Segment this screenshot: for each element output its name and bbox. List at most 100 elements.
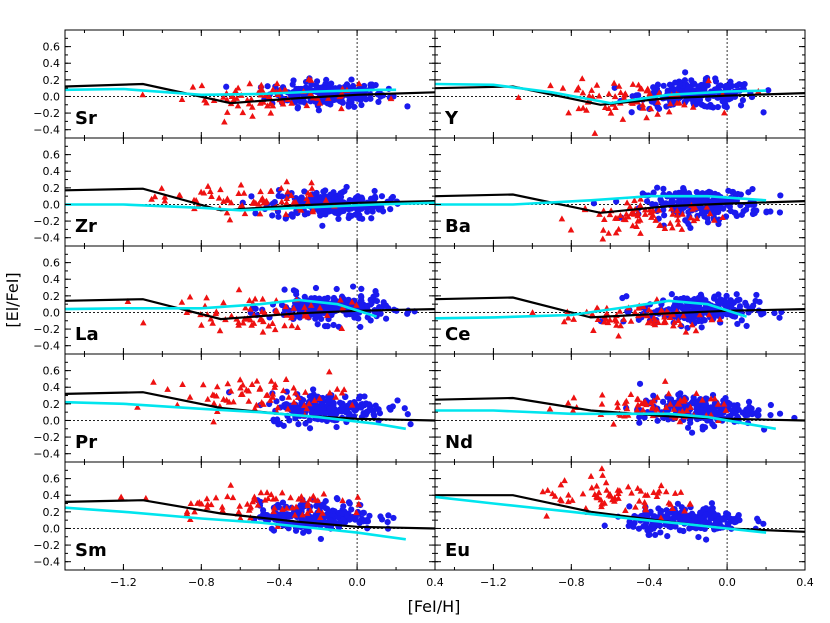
circle-point bbox=[730, 516, 738, 523]
y-tick-label: 0.0 bbox=[43, 306, 61, 319]
y-tick-label: −0.4 bbox=[33, 556, 60, 569]
circle-point bbox=[322, 505, 329, 512]
circle-point bbox=[298, 98, 305, 105]
triangle-point bbox=[176, 191, 184, 198]
triangle-point bbox=[600, 226, 607, 233]
triangle-point bbox=[693, 215, 701, 222]
triangle-point bbox=[262, 198, 270, 205]
triangle-point bbox=[666, 100, 674, 107]
circle-point bbox=[625, 522, 632, 530]
panel-ba: Ba bbox=[434, 137, 806, 247]
triangle-point bbox=[303, 102, 311, 109]
triangle-point bbox=[632, 503, 639, 510]
circle-point bbox=[363, 409, 371, 416]
circle-point bbox=[361, 393, 368, 400]
panel-plot-area bbox=[65, 138, 435, 246]
circle-point bbox=[376, 303, 383, 311]
triangle-point bbox=[546, 405, 554, 412]
triangle-point bbox=[301, 303, 308, 310]
circle-point bbox=[343, 298, 350, 305]
triangle-point bbox=[711, 216, 718, 223]
triangle-point bbox=[643, 114, 650, 121]
triangle-point bbox=[689, 103, 697, 110]
triangle-point bbox=[669, 505, 676, 511]
triangle-point bbox=[707, 411, 715, 418]
circle-point bbox=[699, 423, 706, 430]
circle-point bbox=[650, 525, 657, 532]
circle-point bbox=[347, 95, 355, 103]
triangle-point bbox=[597, 496, 605, 503]
circle-point bbox=[709, 197, 716, 204]
triangle-point bbox=[210, 391, 218, 398]
y-tick-label: 0.4 bbox=[43, 489, 61, 502]
triangle-point bbox=[676, 418, 684, 425]
triangle-point bbox=[639, 104, 647, 111]
triangle-point bbox=[278, 489, 286, 496]
triangle-point bbox=[254, 501, 262, 508]
triangle-point bbox=[653, 405, 661, 412]
triangle-point bbox=[616, 487, 624, 494]
triangle-point bbox=[687, 214, 695, 221]
triangle-point bbox=[257, 188, 264, 195]
triangle-point bbox=[557, 481, 565, 488]
circle-point bbox=[317, 535, 324, 543]
triangle-point bbox=[224, 108, 231, 115]
triangle-point bbox=[271, 381, 279, 388]
circle-point bbox=[738, 211, 745, 218]
triangle-point bbox=[602, 479, 610, 486]
y-tick-label: 0.6 bbox=[43, 149, 61, 162]
circle-point bbox=[698, 324, 705, 331]
circle-point bbox=[252, 210, 259, 217]
triangle-point bbox=[610, 420, 617, 427]
circle-point bbox=[394, 397, 401, 404]
triangle-point bbox=[207, 188, 214, 194]
y-tick-label: 0.4 bbox=[43, 165, 61, 178]
triangle-point bbox=[319, 509, 326, 516]
circle-point bbox=[223, 83, 230, 90]
triangle-point bbox=[280, 387, 287, 394]
triangle-point bbox=[615, 82, 623, 89]
circle-point bbox=[767, 401, 774, 409]
circle-point bbox=[329, 406, 336, 413]
circle-point bbox=[346, 212, 353, 219]
triangle-point bbox=[564, 399, 572, 406]
triangle-point bbox=[627, 317, 635, 324]
triangle-point bbox=[148, 195, 155, 202]
triangle-point bbox=[283, 504, 290, 511]
panel-eu: −1.2 −0.8 −0.4 0.0 0.4 Eu bbox=[434, 461, 814, 589]
triangle-point bbox=[251, 405, 259, 412]
triangle-point bbox=[230, 96, 238, 103]
triangle-point bbox=[269, 102, 277, 109]
circle-point bbox=[370, 293, 377, 300]
circle-point bbox=[690, 100, 697, 107]
triangle-point bbox=[269, 320, 276, 327]
circle-point bbox=[289, 212, 296, 219]
circle-point bbox=[315, 404, 322, 411]
triangle-point bbox=[284, 188, 292, 195]
circle-point bbox=[742, 299, 749, 306]
y-tick-label: 0.0 bbox=[43, 90, 61, 103]
y-tick-label: 0.2 bbox=[43, 182, 61, 195]
circle-point bbox=[650, 84, 657, 91]
triangle-point bbox=[677, 321, 684, 328]
triangle-point bbox=[612, 229, 620, 236]
circle-point bbox=[367, 301, 374, 308]
circle-point bbox=[724, 311, 731, 318]
circle-point bbox=[629, 93, 636, 100]
triangle-point bbox=[661, 377, 669, 384]
circle-point bbox=[283, 511, 290, 518]
triangle-point bbox=[301, 312, 308, 319]
triangle-point bbox=[669, 311, 677, 318]
x-tick-label: −1.2 bbox=[110, 576, 137, 589]
circle-point bbox=[666, 81, 674, 88]
y-tick-label: −0.2 bbox=[33, 431, 60, 444]
model-line-cyan bbox=[65, 400, 407, 431]
circle-point bbox=[387, 206, 394, 213]
triangle-point bbox=[332, 393, 340, 400]
triangle-point bbox=[387, 95, 395, 102]
y-tick-label: 0.6 bbox=[43, 41, 61, 54]
triangle-point bbox=[306, 495, 314, 502]
triangle-point bbox=[588, 484, 596, 491]
triangle-point bbox=[285, 393, 293, 400]
triangle-point bbox=[558, 497, 565, 504]
